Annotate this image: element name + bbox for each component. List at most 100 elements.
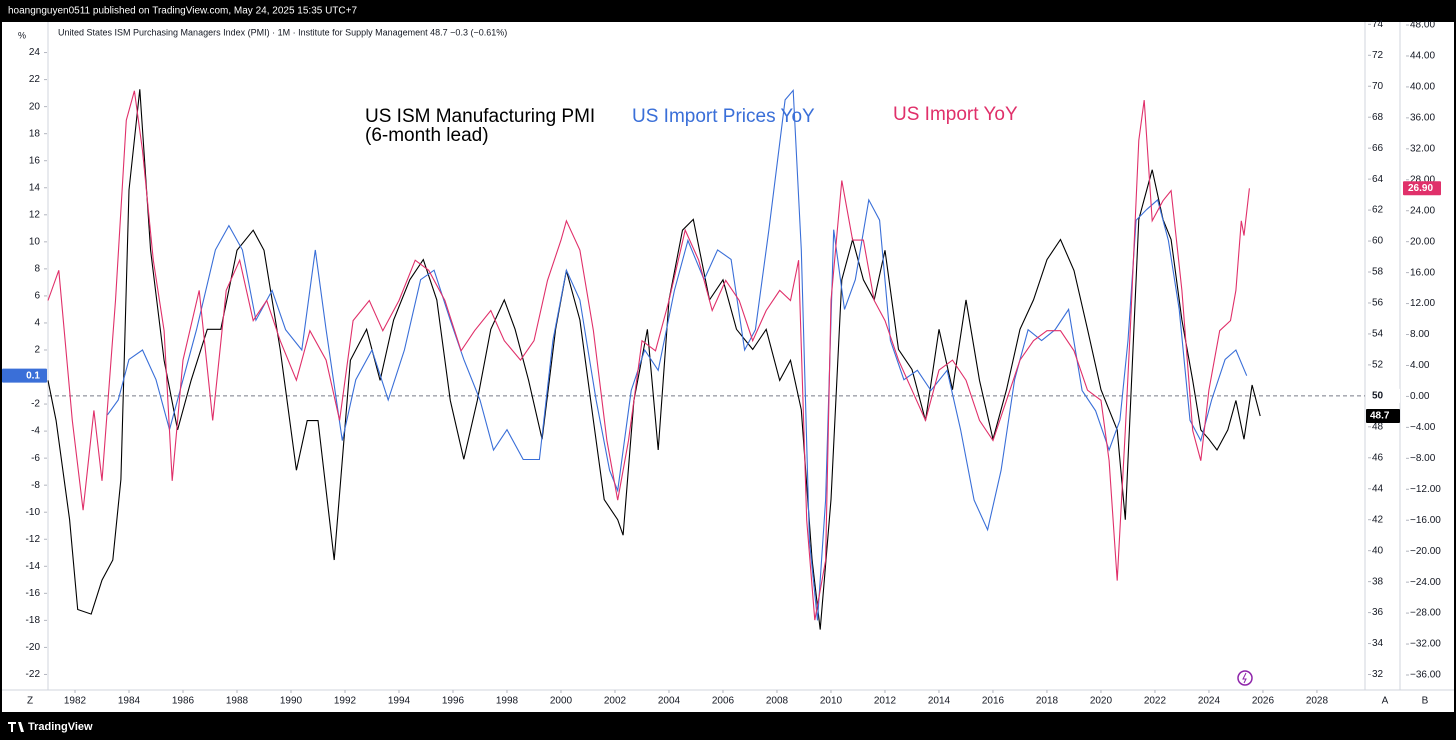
y3-tick-label: 36.00: [1410, 113, 1435, 124]
x-tick-label: 1992: [334, 696, 357, 707]
brand: TradingView: [28, 721, 93, 733]
series-line: [47, 89, 1261, 630]
y-tick-label: 24: [29, 47, 41, 58]
y2-tick-label: 68: [1372, 112, 1384, 123]
y2-tick-label: 60: [1372, 236, 1384, 247]
y-tick-label: -12: [26, 534, 41, 545]
x-tick-label: 2010: [820, 696, 843, 707]
x-tick-label: 2000: [550, 696, 573, 707]
x-tick-label: 1990: [280, 696, 303, 707]
last-value-label: 48.7: [1370, 411, 1390, 422]
last-value-box: [1366, 408, 1400, 423]
x-tick-label: 2008: [766, 696, 789, 707]
x-tick-label: 2020: [1090, 696, 1113, 707]
y2-tick-label: 32: [1372, 669, 1384, 680]
last-value-label: 26.90: [1408, 183, 1433, 194]
y2-tick-label: 48: [1372, 421, 1384, 432]
y3-tick-label: 16.00: [1410, 267, 1435, 278]
y2-tick-label: 58: [1372, 267, 1384, 278]
y-tick-label: -16: [26, 588, 41, 599]
y3-tick-label: −8.00: [1410, 453, 1436, 464]
y-tick-label: -10: [26, 507, 41, 518]
y3-tick-label: −32.00: [1410, 639, 1441, 650]
y3-tick-label: 28.00: [1410, 174, 1435, 185]
y3-tick-label: 48.00: [1410, 20, 1435, 31]
y2-tick-label: 34: [1372, 638, 1384, 649]
reference-label: 50: [1372, 391, 1384, 402]
chart-panel: [2, 22, 1454, 712]
x-tick-label: 2018: [1036, 696, 1059, 707]
y-tick-label: 4: [34, 318, 40, 329]
y-tick-label: 12: [29, 209, 41, 220]
y-tick-label: 16: [29, 155, 41, 166]
x-tick-label: 1982: [64, 696, 87, 707]
y2-tick-label: 42: [1372, 514, 1384, 525]
x-tick-label: 2012: [874, 696, 897, 707]
reference-label-bg: [1366, 388, 1400, 403]
y2-tick-label: 74: [1372, 19, 1384, 30]
y-tick-label: -8: [31, 480, 40, 491]
y3-tick-label: 20.00: [1410, 236, 1435, 247]
published-text: hoangnguyen0511 published on TradingView…: [8, 6, 357, 17]
last-value-box: [1403, 181, 1441, 196]
y2-tick-label: 62: [1372, 205, 1384, 216]
zoom-button[interactable]: Z: [27, 696, 33, 707]
y3-tick-label: 12.00: [1410, 298, 1435, 309]
x-tick-label: 1988: [226, 696, 249, 707]
x-tick-label: 1994: [388, 696, 411, 707]
x-tick-label: 2024: [1198, 696, 1221, 707]
y-tick-label: 6: [34, 291, 40, 302]
y2-tick-label: 72: [1372, 50, 1384, 61]
y-tick-label: 10: [29, 236, 41, 247]
y-tick-label: -14: [26, 561, 41, 572]
y-tick-label: -6: [31, 453, 40, 464]
y3-tick-label: −12.00: [1410, 484, 1441, 495]
y-tick-label: 2: [34, 345, 40, 356]
y3-tick-label: −28.00: [1410, 608, 1441, 619]
y-axis-unit: %: [18, 30, 26, 40]
y3-tick-label: 4.00: [1410, 360, 1430, 371]
x-tick-label: 2014: [928, 696, 951, 707]
y3-tick-label: 0.00: [1410, 391, 1430, 402]
series-title: US Import YoY: [893, 104, 1018, 125]
x-tick-label: 2026: [1252, 696, 1275, 707]
y3-tick-label: 40.00: [1410, 82, 1435, 93]
scale-button[interactable]: B: [1422, 696, 1429, 707]
y2-tick-label: 44: [1372, 483, 1384, 494]
y3-tick-label: 32.00: [1410, 143, 1435, 154]
y2-tick-label: 56: [1372, 298, 1384, 309]
y2-tick-label: 54: [1372, 329, 1384, 340]
y2-tick-label: 40: [1372, 545, 1384, 556]
auto-button[interactable]: A: [1382, 696, 1389, 707]
series-title: US Import Prices YoY: [632, 106, 815, 127]
series-title: US ISM Manufacturing PMI: [365, 106, 595, 127]
y2-tick-label: 38: [1372, 576, 1384, 587]
y3-tick-label: −36.00: [1410, 670, 1441, 681]
x-tick-label: 2002: [604, 696, 627, 707]
y3-tick-label: −16.00: [1410, 515, 1441, 526]
x-tick-label: 2028: [1306, 696, 1329, 707]
y-tick-label: 22: [29, 74, 41, 85]
alert-icon[interactable]: [1237, 670, 1253, 686]
chart-legend: United States ISM Purchasing Managers In…: [58, 27, 507, 37]
y2-tick-label: 52: [1372, 360, 1384, 371]
tv-logo: [8, 722, 24, 732]
y-tick-label: -18: [26, 615, 41, 626]
x-tick-label: 1996: [442, 696, 465, 707]
y-tick-label: -20: [26, 642, 41, 653]
y3-tick-label: 44.00: [1410, 51, 1435, 62]
last-value-label: 0.1: [26, 370, 40, 381]
x-tick-label: 1986: [172, 696, 195, 707]
y-tick-label: 20: [29, 101, 41, 112]
series-line: [47, 90, 1250, 621]
y3-tick-label: −4.00: [1410, 422, 1436, 433]
y-tick-label: 8: [34, 264, 40, 275]
y-tick-label: -22: [26, 669, 41, 680]
x-tick-label: 1984: [118, 696, 141, 707]
x-tick-label: 2006: [712, 696, 735, 707]
alert-icon-bolt: [1242, 672, 1247, 684]
x-tick-label: 1998: [496, 696, 519, 707]
annotation: (6-month lead): [365, 125, 489, 146]
